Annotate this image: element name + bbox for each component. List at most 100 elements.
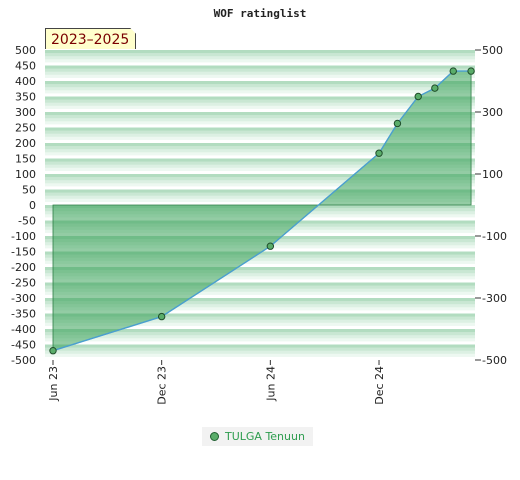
grid-band [45, 273, 475, 277]
x-tick-label: Jun 23 [47, 366, 60, 402]
data-point [414, 92, 422, 101]
legend-label: TULGA Tenuun [225, 430, 305, 443]
y-tick-label-left: 50 [22, 184, 36, 197]
grid-band [45, 183, 475, 187]
grid-band [45, 133, 475, 138]
grid-band [45, 105, 475, 110]
legend-marker [210, 432, 219, 441]
y-tick-label-right: -300 [482, 292, 507, 305]
grid-band [45, 319, 475, 324]
grid-band [45, 74, 475, 79]
y-tick-label-left: 450 [15, 60, 36, 73]
data-point [431, 84, 439, 92]
grid-band [45, 344, 475, 348]
grid-band [45, 195, 475, 200]
data-point [49, 347, 57, 355]
grid-band [45, 65, 475, 69]
grid-band [45, 189, 475, 193]
y-tick-label-left: 0 [29, 199, 36, 212]
grid-band [45, 180, 475, 184]
grid-band [45, 322, 475, 327]
y-tick-label-left: 350 [15, 91, 36, 104]
y-tick-label-left: 300 [15, 106, 36, 119]
grid-band [45, 161, 475, 165]
y-tick-label-left: -350 [11, 308, 36, 321]
grid-band [45, 87, 475, 91]
grid-band [45, 310, 475, 314]
grid-band [45, 130, 475, 134]
grid-band [45, 139, 475, 144]
grid-band [45, 115, 475, 119]
grid-band [45, 257, 475, 262]
grid-band [45, 167, 475, 172]
grid-band [45, 347, 475, 351]
y-tick-label-right: 300 [482, 106, 503, 119]
grid-band [45, 149, 475, 153]
grid-band [45, 282, 475, 286]
points-layer [49, 67, 475, 355]
data-point [375, 149, 383, 157]
grid-band [45, 198, 475, 203]
grid-band [45, 329, 475, 333]
grid-band [45, 307, 475, 311]
grid-band [45, 170, 475, 175]
y-tick-label-left: -100 [11, 230, 36, 243]
date-range-badge: 2023–2025 [45, 28, 136, 49]
grid-band [45, 301, 475, 305]
grid-band [45, 288, 475, 293]
grid-band [45, 263, 475, 268]
grid-band [45, 96, 475, 100]
y-tick-label-right: -100 [482, 230, 507, 243]
y-tick-label-left: 100 [15, 168, 36, 181]
grid-band [45, 102, 475, 107]
y-tick-label-left: -400 [11, 323, 36, 336]
data-point [266, 242, 275, 250]
chart-title: WOF ratinglist [214, 7, 307, 20]
grid-band [45, 332, 475, 336]
grid-band [45, 298, 475, 302]
left-axis: 500450400350300250200150100500-50-100-15… [11, 44, 36, 367]
y-tick-label-right: 100 [482, 168, 503, 181]
grid-band [45, 294, 475, 299]
grid-band [45, 124, 475, 128]
grid-band [45, 56, 475, 60]
legend[interactable]: TULGA Tenuun [202, 427, 313, 446]
y-tick-label-left: 400 [15, 75, 36, 88]
grid-band [45, 254, 475, 258]
grid-band [45, 316, 475, 320]
grid-band [45, 53, 475, 57]
grid-band [45, 77, 475, 82]
data-point [157, 312, 166, 321]
grid-band [45, 338, 475, 342]
grid-band [45, 186, 475, 190]
data-point [449, 67, 457, 75]
grid-band [45, 143, 475, 147]
grid-band [45, 325, 475, 330]
grid-band [45, 99, 475, 103]
grid-band [45, 59, 475, 63]
y-tick-label-left: -50 [18, 215, 36, 228]
grid-band [45, 267, 475, 271]
grid-band [45, 108, 475, 113]
y-tick-label-right: 500 [482, 44, 503, 57]
grid-band [45, 90, 475, 94]
grid-band [45, 164, 475, 169]
y-tick-label-left: -150 [11, 246, 36, 259]
data-point [467, 67, 475, 75]
grid-band [45, 335, 475, 339]
grid-band [45, 127, 475, 131]
grid-band [45, 279, 475, 283]
grid-band [45, 304, 475, 308]
grid-band [45, 68, 475, 72]
data-point [393, 119, 402, 128]
grid-band [45, 71, 475, 76]
grid-band [45, 276, 475, 280]
grid-band [45, 350, 475, 355]
grid-band [45, 81, 475, 85]
grid-band [45, 341, 475, 345]
grid-band [45, 192, 475, 196]
grid-band [45, 146, 475, 150]
y-tick-label-right: -500 [482, 354, 507, 367]
grid-band [45, 291, 475, 296]
